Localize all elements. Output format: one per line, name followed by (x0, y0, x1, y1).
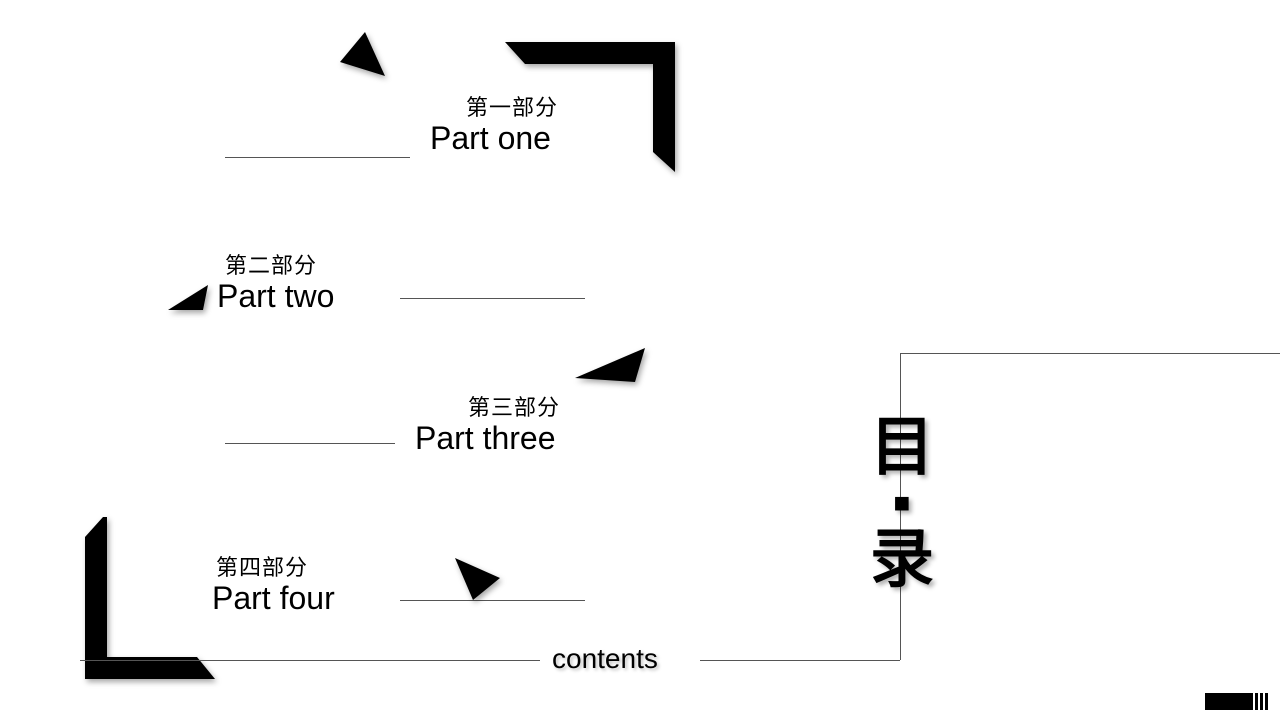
part3-en: Part three (415, 420, 556, 457)
mulu-dot: ■ (870, 489, 934, 517)
part2-cn-text: 第二部分 (225, 253, 317, 278)
part2-cn: 第二部分 (225, 248, 317, 280)
contents-line-right (700, 660, 900, 661)
part3-cn-text: 第三部分 (468, 395, 560, 420)
part2-en: Part two (217, 278, 334, 315)
mulu-char-bottom: 录 (870, 523, 934, 595)
contents-line-left (80, 660, 540, 661)
bracket-top-right (505, 42, 675, 182)
part4-en-text: Part four (212, 580, 335, 616)
part4-en: Part four (212, 580, 335, 617)
part4-cn: 第四部分 (216, 550, 308, 582)
part3-line (225, 443, 395, 444)
triangle-3 (575, 348, 645, 388)
mulu-title: 目 ■ 录 (870, 415, 934, 591)
part4-cn-text: 第四部分 (216, 555, 308, 580)
bracket-bottom-left (85, 517, 225, 679)
part3-en-text: Part three (415, 420, 556, 456)
part2-line (400, 298, 585, 299)
contents-text: contents (552, 643, 658, 674)
contents-label: contents (552, 643, 658, 675)
side-frame (900, 353, 1280, 660)
triangle-2 (168, 285, 213, 315)
triangle-4 (455, 558, 505, 603)
part3-cn: 第三部分 (468, 390, 560, 422)
mulu-char-top: 目 (870, 411, 934, 483)
part2-en-text: Part two (217, 278, 334, 314)
corner-decoration (1205, 693, 1275, 713)
part1-line (225, 157, 410, 158)
triangle-1 (340, 32, 390, 82)
